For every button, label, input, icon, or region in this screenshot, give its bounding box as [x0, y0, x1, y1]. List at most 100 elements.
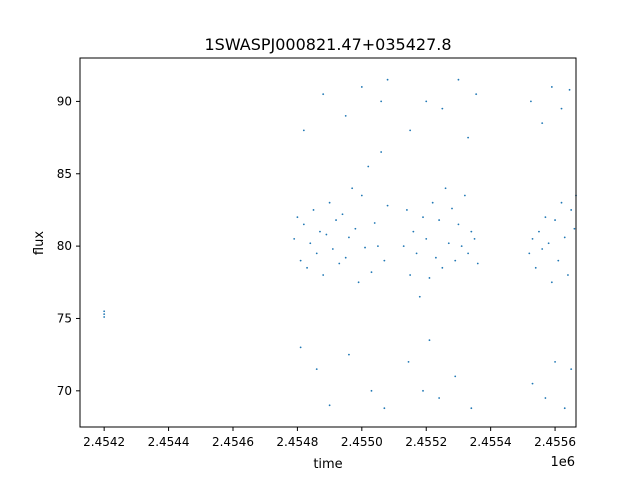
- data-point: [457, 78, 460, 81]
- data-point: [322, 93, 325, 96]
- data-point: [544, 397, 547, 399]
- x-axis-label: time: [313, 457, 342, 472]
- data-point: [293, 237, 296, 240]
- data-point: [534, 266, 537, 269]
- x-tick-label: 2.4552: [405, 435, 447, 449]
- data-point: [550, 281, 553, 284]
- data-point: [370, 389, 373, 392]
- y-tick-label: 85: [57, 167, 72, 181]
- data-point: [570, 368, 573, 371]
- data-point: [309, 242, 312, 245]
- y-tick-label: 75: [57, 311, 72, 325]
- data-point: [386, 204, 389, 207]
- data-point: [315, 252, 318, 255]
- y-tick-label: 70: [57, 384, 72, 398]
- data-point: [463, 194, 466, 197]
- data-point: [341, 213, 344, 216]
- x-tick-label: 2.4556: [534, 435, 576, 449]
- data-point: [544, 216, 547, 219]
- data-point: [348, 353, 350, 356]
- data-point: [331, 248, 334, 250]
- data-point: [418, 295, 421, 298]
- x-tick-label: 2.4544: [148, 435, 190, 449]
- data-point: [357, 281, 360, 284]
- data-point: [302, 223, 305, 226]
- axes-frame: [79, 57, 577, 428]
- data-point: [325, 233, 328, 236]
- data-point: [306, 266, 308, 269]
- data-point: [380, 100, 383, 103]
- data-point: [460, 245, 463, 248]
- data-point: [550, 86, 553, 88]
- data-point: [467, 252, 470, 255]
- data-point: [360, 86, 363, 88]
- data-point: [319, 230, 321, 233]
- data-point: [315, 368, 318, 371]
- data-point: [299, 259, 302, 262]
- data-point: [322, 274, 325, 276]
- data-point: [428, 339, 431, 342]
- data-point: [296, 216, 299, 219]
- data-point: [531, 237, 534, 240]
- data-point: [447, 242, 450, 245]
- data-point: [451, 207, 453, 210]
- data-point: [475, 93, 478, 96]
- y-axis: 70 75 80 85 90: [57, 94, 80, 398]
- data-point: [386, 78, 389, 81]
- data-point: [344, 114, 347, 117]
- data-point: [531, 382, 534, 385]
- data-point: [103, 310, 106, 313]
- data-point: [354, 227, 357, 230]
- data-point: [434, 256, 437, 259]
- data-point: [103, 316, 106, 318]
- data-point: [557, 259, 560, 262]
- data-point: [328, 201, 331, 204]
- data-point: [554, 360, 556, 363]
- data-point: [373, 222, 376, 224]
- x-tick-label: 2.4550: [341, 435, 383, 449]
- x-tick-label: 2.4542: [83, 435, 125, 449]
- data-point: [454, 375, 457, 378]
- data-point: [567, 274, 569, 276]
- data-point: [563, 236, 566, 239]
- data-point: [573, 227, 576, 230]
- data-points: [103, 78, 577, 410]
- data-point: [407, 360, 410, 363]
- chart-title: 1SWASPJ000821.47+035427.8: [204, 35, 451, 54]
- data-point: [568, 88, 571, 91]
- data-point: [377, 245, 379, 248]
- data-point: [425, 237, 428, 240]
- y-axis-label: flux: [32, 231, 47, 255]
- data-point: [454, 259, 457, 262]
- data-point: [457, 223, 460, 226]
- data-point: [335, 219, 337, 221]
- data-point: [538, 230, 540, 233]
- data-point: [103, 313, 106, 316]
- data-point: [344, 256, 347, 259]
- data-point: [470, 407, 473, 410]
- data-point: [409, 129, 412, 132]
- data-point: [367, 165, 370, 168]
- x-tick-label: 2.4546: [212, 435, 254, 449]
- data-point: [380, 151, 383, 153]
- data-point: [409, 274, 412, 276]
- data-point: [415, 252, 418, 255]
- data-point: [530, 100, 532, 103]
- data-point: [370, 271, 373, 274]
- data-point: [422, 216, 424, 219]
- data-point: [563, 407, 566, 410]
- x-axis: 2.4542 2.4544 2.4546 2.4548 2.4550 2.4552 2.45…: [83, 427, 576, 449]
- data-point: [412, 230, 415, 233]
- data-point: [428, 277, 431, 279]
- data-point: [560, 201, 563, 204]
- data-point: [402, 245, 405, 248]
- data-point: [338, 262, 341, 265]
- data-point: [547, 242, 550, 245]
- data-point: [560, 107, 563, 110]
- data-point: [467, 136, 470, 139]
- data-point: [470, 230, 473, 233]
- x-tick-label: 2.4548: [276, 435, 318, 449]
- y-tick-label: 90: [57, 94, 72, 108]
